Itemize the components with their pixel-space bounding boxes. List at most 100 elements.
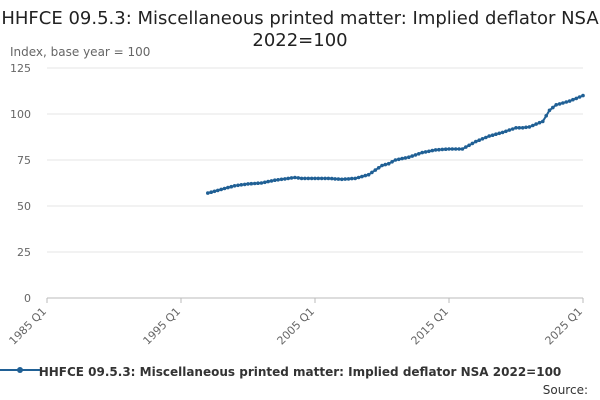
series-line (207, 94, 584, 195)
data-point (520, 126, 525, 130)
data-point (252, 181, 257, 186)
source-label: Source: (542, 383, 588, 397)
data-point (581, 93, 585, 98)
y-tick-label: 0 (24, 292, 31, 305)
data-point (283, 177, 287, 181)
data-point (222, 186, 227, 191)
data-point (397, 157, 401, 162)
data-point (460, 147, 465, 151)
data-point (273, 178, 277, 182)
y-tick-label: 25 (17, 246, 31, 259)
data-point (236, 183, 240, 188)
data-point (206, 191, 210, 195)
y-tick-label: 100 (10, 108, 31, 121)
data-point (299, 176, 304, 181)
legend-swatch (0, 367, 40, 373)
data-point (470, 141, 475, 146)
data-point (407, 155, 411, 159)
data-point (423, 150, 428, 154)
data-point (453, 147, 458, 151)
data-point (256, 181, 260, 185)
data-point (487, 134, 492, 138)
data-point (567, 99, 572, 103)
data-point (417, 152, 421, 156)
data-point (266, 179, 270, 184)
data-point (242, 182, 247, 187)
data-point (330, 176, 334, 181)
data-point (239, 183, 244, 187)
data-point (447, 147, 451, 151)
data-point (400, 156, 404, 161)
data-point (551, 105, 555, 110)
data-point (467, 143, 471, 148)
data-point (443, 147, 448, 151)
y-tick-label: 50 (17, 200, 31, 213)
data-point (353, 176, 358, 181)
data-point (276, 178, 280, 182)
data-point (246, 182, 250, 186)
data-point (296, 176, 301, 180)
data-point (564, 100, 569, 104)
y-axis-label: Index, base year = 100 (10, 45, 151, 59)
data-point (433, 148, 438, 152)
data-point (386, 161, 391, 166)
data-point (249, 181, 254, 186)
data-point (366, 172, 371, 177)
data-point (360, 174, 364, 179)
data-point (507, 128, 512, 132)
data-point (333, 177, 337, 181)
data-point (497, 131, 502, 136)
data-point (212, 189, 217, 194)
data-point (343, 177, 348, 181)
data-point (309, 176, 314, 181)
data-point (484, 135, 488, 140)
data-point (306, 176, 311, 181)
data-point (286, 176, 291, 181)
data-point (517, 126, 522, 130)
data-point (336, 177, 341, 181)
data-point (450, 147, 455, 151)
data-point (289, 176, 294, 180)
data-point (413, 153, 418, 157)
x-tick-label: 2015 Q1 (409, 305, 452, 348)
data-point (574, 96, 579, 101)
data-point (504, 129, 508, 134)
y-tick-label: 75 (17, 154, 31, 167)
data-point (323, 176, 327, 181)
data-point (363, 173, 368, 178)
data-point (547, 108, 552, 113)
data-point (376, 166, 381, 170)
data-point (494, 132, 498, 136)
data-point (350, 176, 354, 181)
data-point (531, 123, 535, 128)
data-point (577, 95, 582, 99)
data-point (561, 101, 565, 105)
data-point (393, 158, 398, 162)
data-point (209, 190, 213, 194)
data-point (279, 177, 284, 182)
y-tick-label: 125 (10, 62, 31, 75)
data-point (226, 185, 230, 190)
data-point (259, 181, 264, 185)
data-point (293, 175, 297, 180)
data-point (524, 125, 528, 130)
data-point (554, 103, 558, 107)
data-point (269, 179, 274, 183)
data-point (383, 162, 388, 167)
data-point (229, 184, 234, 189)
data-point (219, 187, 223, 192)
data-point (373, 168, 378, 172)
data-point (303, 176, 307, 181)
data-point (380, 163, 384, 168)
data-point (510, 127, 515, 131)
data-point (316, 176, 321, 181)
data-point (340, 177, 344, 182)
data-point (534, 122, 538, 126)
data-point (420, 150, 425, 155)
data-point (500, 130, 505, 135)
x-tick-label: 1995 Q1 (141, 305, 184, 348)
data-point (410, 154, 415, 158)
legend-label: HHFCE 09.5.3: Miscellaneous printed matt… (38, 365, 562, 379)
